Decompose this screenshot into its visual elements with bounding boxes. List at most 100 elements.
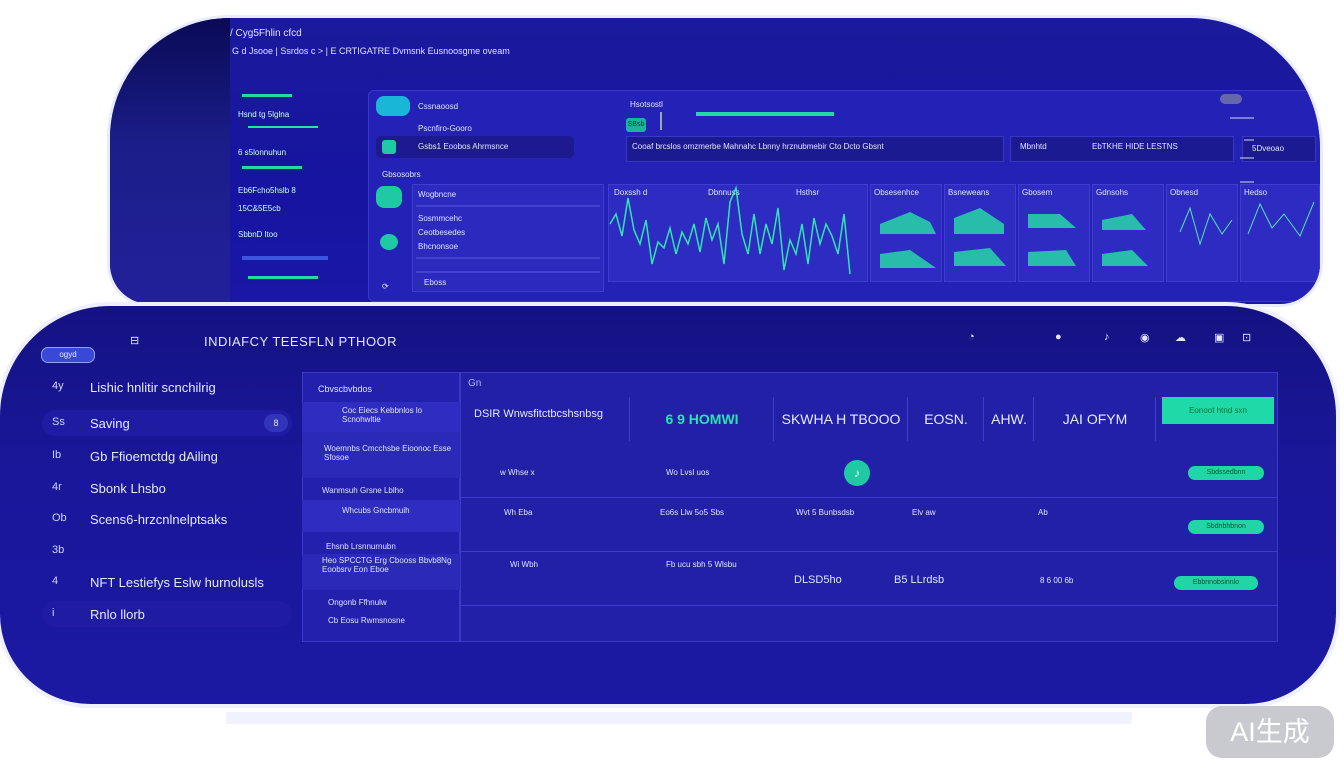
- music-icon[interactable]: ♪: [844, 460, 870, 486]
- nav-count-badge: 8: [264, 414, 288, 432]
- sub-item-block[interactable]: [302, 500, 460, 532]
- user-icon[interactable]: ●: [1055, 331, 1062, 343]
- tab-chip[interactable]: SBsb: [626, 118, 646, 132]
- column-header[interactable]: AHW.: [984, 397, 1034, 441]
- menu-icon[interactable]: ⊟: [130, 335, 140, 347]
- refresh-icon[interactable]: ⟳: [382, 282, 389, 291]
- detail-list: Wogbncne Sosmmcehc Ceotbesedes Bhcnonsoe…: [412, 184, 604, 292]
- sub-item: Whcubs Gncbmuih: [342, 506, 410, 515]
- nav-icon: 4r: [52, 481, 62, 493]
- brand-badge[interactable]: ogyd: [42, 348, 94, 362]
- nav-item[interactable]: 4r Sbonk Lhsbo: [42, 475, 292, 501]
- nav-icon: 3b: [52, 544, 65, 556]
- top-window-left-strip: [110, 18, 230, 304]
- column-header[interactable]: DSIR Wnwsfitctbcshsnbsg: [460, 397, 630, 441]
- row-action-button[interactable]: Sbdssedbnn: [1188, 466, 1264, 480]
- nav-label: Scens6-hrzcnlnelptsaks: [90, 512, 228, 527]
- nav-label: Lishic hnlitir scnchilrig: [90, 380, 216, 395]
- bell-icon[interactable]: ♪: [1104, 331, 1110, 343]
- column-header[interactable]: JAI OFYM: [1034, 397, 1156, 441]
- nav-item-active[interactable]: Ss Saving 8: [42, 410, 292, 436]
- top-sidebar-item[interactable]: Hsnd tg 5lglna: [238, 110, 290, 119]
- column-header[interactable]: 6 9 HOMWI: [630, 397, 774, 441]
- chart-cell-large[interactable]: Doxssh d Dbnnuss Hsthsr: [608, 184, 868, 282]
- chart-cell[interactable]: Obnesd: [1166, 184, 1238, 282]
- lock-icon[interactable]: ▣: [1214, 332, 1225, 344]
- filter-label: Mbnhtd: [1020, 142, 1047, 151]
- chart-title: Hsthsr: [796, 188, 820, 197]
- column-header[interactable]: SKWHA H TBOOO: [774, 397, 908, 441]
- cell: Fb ucu sbh 5 Wlsbu: [666, 560, 737, 569]
- top-sidebar-item[interactable]: SbbnD ltoo: [238, 230, 278, 239]
- cell: Elv aw: [912, 508, 936, 517]
- cell: Ab: [1038, 508, 1048, 517]
- cell: Wvt 5 Bunbsdsb: [796, 508, 855, 517]
- nav-item[interactable]: 3b: [42, 538, 292, 564]
- table-row[interactable]: w Whse x Wo Lvsl uos ♪ Sbdssedbnn: [460, 444, 1278, 498]
- globe-icon[interactable]: ◉: [1140, 332, 1150, 344]
- ai-watermark: AI生成: [1206, 706, 1334, 758]
- sub-item[interactable]: Ongonb Ffhnulw: [328, 598, 387, 607]
- right-indicators: [1230, 117, 1254, 183]
- sub-panel: Cbvscbvbdos Coc Eiecs Kebbnlos lo Scnohw…: [302, 372, 460, 642]
- progress-bar: [696, 112, 834, 116]
- cell: w Whse x: [500, 468, 535, 477]
- cell: Wi Wbh: [510, 560, 538, 569]
- detail-row: Ceotbesedes: [418, 228, 466, 237]
- sub-item: Heo SPCCTG Erg Cbooss Bbvb8Ng Eoobsrv Eo…: [322, 556, 452, 574]
- filter-value: EbTKHE HIDE LESTNS: [1092, 142, 1178, 151]
- filter-box[interactable]: [1010, 136, 1234, 162]
- sub-item-active[interactable]: [302, 402, 460, 432]
- app-logo-icon[interactable]: [376, 96, 410, 116]
- nav-item[interactable]: Ib Gb Ffioemctdg dAiling: [42, 443, 292, 469]
- cell: Wh Eba: [504, 508, 533, 517]
- sub-item[interactable]: Wanmsuh Grsne Lblho: [322, 486, 404, 495]
- selected-list-item[interactable]: [376, 136, 574, 158]
- chart-title: Obsesenhce: [874, 188, 919, 197]
- mini-charts: [880, 201, 1315, 268]
- top-main-panel: Cssnaoosd Pscnfiro-Gooro Gsbs1 Eoobos Ah…: [368, 90, 1320, 302]
- shield-icon[interactable]: [380, 234, 398, 250]
- sub-item: Woemnbs Cmcchsbe Eioonoc Esse Sfosoe: [324, 444, 452, 462]
- nav-item[interactable]: 4 NFT Lestiefys Eslw hurnolusls: [42, 569, 292, 595]
- chart-cell[interactable]: Hedso: [1240, 184, 1320, 282]
- detail-row: Eboss: [424, 278, 447, 287]
- camera-icon[interactable]: ⊡: [1242, 332, 1252, 344]
- top-sidebar-item[interactable]: 15C&5E5cb: [238, 204, 281, 213]
- tab-label[interactable]: Hsotsostl: [630, 100, 663, 109]
- nav-label: NFT Lestiefys Eslw hurnolusls: [90, 575, 264, 590]
- search-box[interactable]: [626, 136, 1004, 162]
- chart-title: Dbnnuss: [708, 188, 740, 197]
- cloud-icon[interactable]: ☁: [1175, 332, 1186, 344]
- help-icon[interactable]: ◔: [968, 331, 975, 343]
- list-item-label: Gsbs1 Eoobos Ahrmsnce: [418, 142, 509, 151]
- chat-icon[interactable]: [376, 186, 402, 208]
- top-sidebar: Hsnd tg 5lglna 6 s5lonnuhun Eb6Fcho5hslb…: [238, 86, 336, 304]
- sub-item-block[interactable]: [302, 554, 460, 590]
- sub-item: Coc Eiecs Kebbnlos lo Scnohwltie: [342, 406, 423, 424]
- nav-item[interactable]: 4y Lishic hnlitir scnchilrig: [42, 374, 292, 400]
- table-row[interactable]: Wi Wbh Fb ucu sbh 5 Wlsbu DLSD5ho B5 LLr…: [460, 552, 1278, 606]
- row-action-button[interactable]: Sbdnbhbnon: [1188, 520, 1264, 534]
- chart-title: Obnesd: [1170, 188, 1199, 197]
- list-item[interactable]: Pscnfiro-Gooro: [418, 124, 472, 133]
- sub-item-block[interactable]: [302, 432, 460, 478]
- nav-item[interactable]: i Rnlo llorb: [42, 601, 292, 627]
- top-sidebar-item[interactable]: 6 s5lonnuhun: [238, 148, 287, 157]
- header-action-button[interactable]: Eonoot htnd sxn: [1162, 397, 1274, 424]
- nav-item[interactable]: Ob Scens6-hrzcnlnelptsaks: [42, 506, 292, 532]
- nav-label: Gb Ffioemctdg dAiling: [90, 449, 218, 464]
- toggle-icon[interactable]: [1220, 94, 1242, 104]
- search-text: Cooaf brcslos omzmerbe Mahnahc Lbnny hrz…: [632, 142, 884, 151]
- top-sidebar-item[interactable]: Eb6Fcho5hslb 8: [238, 186, 296, 195]
- chart-title: Doxssh d: [614, 188, 648, 197]
- sub-item[interactable]: Ehsnb Lrsnnurnubn: [326, 542, 396, 551]
- nav-icon: Ss: [52, 416, 65, 428]
- row-action-button[interactable]: Ebbnnobsinnlo: [1174, 576, 1258, 590]
- filter-dropdown[interactable]: [1242, 136, 1316, 162]
- table-row[interactable]: Wh Eba Eo6s Llw 5o5 Sbs Wvt 5 Bunbsdsb E…: [460, 498, 1278, 552]
- breadcrumb-line2[interactable]: G d Jsooe | Ssrdos c > | E CRTIGATRE Dvm…: [232, 46, 510, 56]
- column-header[interactable]: EOSN.: [908, 397, 984, 441]
- nav-icon: i: [52, 607, 55, 619]
- sub-item[interactable]: Cb Eosu Rwmsnosne: [328, 616, 405, 625]
